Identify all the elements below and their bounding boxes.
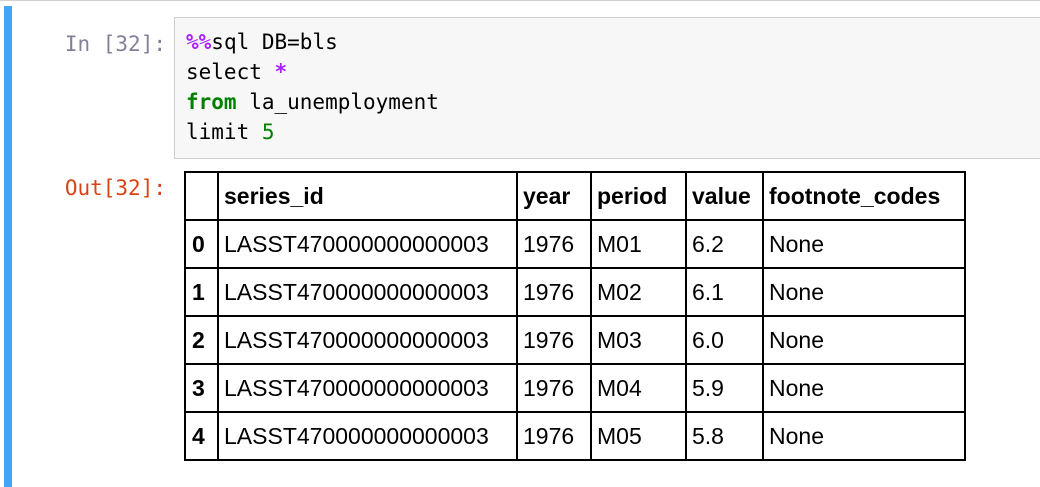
header-footnote-codes: footnote_codes	[762, 171, 966, 221]
header-index	[184, 171, 219, 221]
cell-period: M03	[590, 315, 687, 365]
table-header-row: series_id year period value footnote_cod…	[184, 171, 966, 221]
cell-value: 6.0	[685, 315, 764, 365]
cell-series-id: LASST470000000000003	[217, 315, 518, 365]
cell-period: M05	[590, 411, 687, 461]
cell-value: 6.2	[685, 219, 764, 269]
header-year: year	[516, 171, 592, 221]
cell-period: M01	[590, 219, 687, 269]
code-token: sql DB=bls	[211, 30, 338, 54]
code-token: la_unemployment	[236, 90, 439, 114]
cell-footnote-codes: None	[762, 267, 966, 317]
cell-series-id: LASST470000000000003	[217, 411, 518, 461]
cell-value: 5.9	[685, 363, 764, 413]
cell-footnote-codes: None	[762, 219, 966, 269]
cell-series-id: LASST470000000000003	[217, 219, 518, 269]
cell-period: M04	[590, 363, 687, 413]
dataframe-output-table: series_id year period value footnote_cod…	[184, 171, 966, 461]
code-token-num: 5	[261, 120, 275, 144]
code-line: limit 5	[186, 117, 1040, 147]
code-token-kw: from	[186, 90, 237, 114]
table-row: 4 LASST470000000000003 1976 M05 5.8 None	[184, 411, 966, 461]
table-row: 0 LASST470000000000003 1976 M01 6.2 None	[184, 219, 966, 269]
cell-value: 5.8	[685, 411, 764, 461]
header-value: value	[685, 171, 764, 221]
cell-series-id: LASST470000000000003	[217, 363, 518, 413]
cell-period: M02	[590, 267, 687, 317]
output-prompt: Out[32]:	[64, 176, 166, 200]
cell-year: 1976	[516, 267, 592, 317]
code-line: %%sql DB=bls	[186, 27, 1040, 57]
cell-footnote-codes: None	[762, 363, 966, 413]
row-index: 0	[184, 219, 219, 269]
code-line: from la_unemployment	[186, 87, 1040, 117]
code-token-op: *	[274, 60, 288, 84]
table-row: 1 LASST470000000000003 1976 M02 6.1 None	[184, 267, 966, 317]
header-period: period	[590, 171, 687, 221]
cell-value: 6.1	[685, 267, 764, 317]
cell-year: 1976	[516, 315, 592, 365]
cell-year: 1976	[516, 363, 592, 413]
input-prompt: In [32]:	[64, 32, 166, 56]
code-line: select *	[186, 57, 1040, 87]
code-token: limit	[186, 120, 262, 144]
row-index: 1	[184, 267, 219, 317]
header-series-id: series_id	[217, 171, 518, 221]
row-index: 4	[184, 411, 219, 461]
row-index: 3	[184, 363, 219, 413]
cell-year: 1976	[516, 411, 592, 461]
cell-series-id: LASST470000000000003	[217, 267, 518, 317]
code-token: select	[186, 60, 275, 84]
cell-footnote-codes: None	[762, 315, 966, 365]
code-token-magic: %%	[186, 30, 212, 54]
cell-selected-indicator	[4, 6, 12, 487]
code-editor[interactable]: %%sql DB=bls select * from la_unemployment…	[174, 17, 1040, 159]
cell-footnote-codes: None	[762, 411, 966, 461]
table-row: 3 LASST470000000000003 1976 M04 5.9 None	[184, 363, 966, 413]
table-row: 2 LASST470000000000003 1976 M03 6.0 None	[184, 315, 966, 365]
cell-year: 1976	[516, 219, 592, 269]
row-index: 2	[184, 315, 219, 365]
